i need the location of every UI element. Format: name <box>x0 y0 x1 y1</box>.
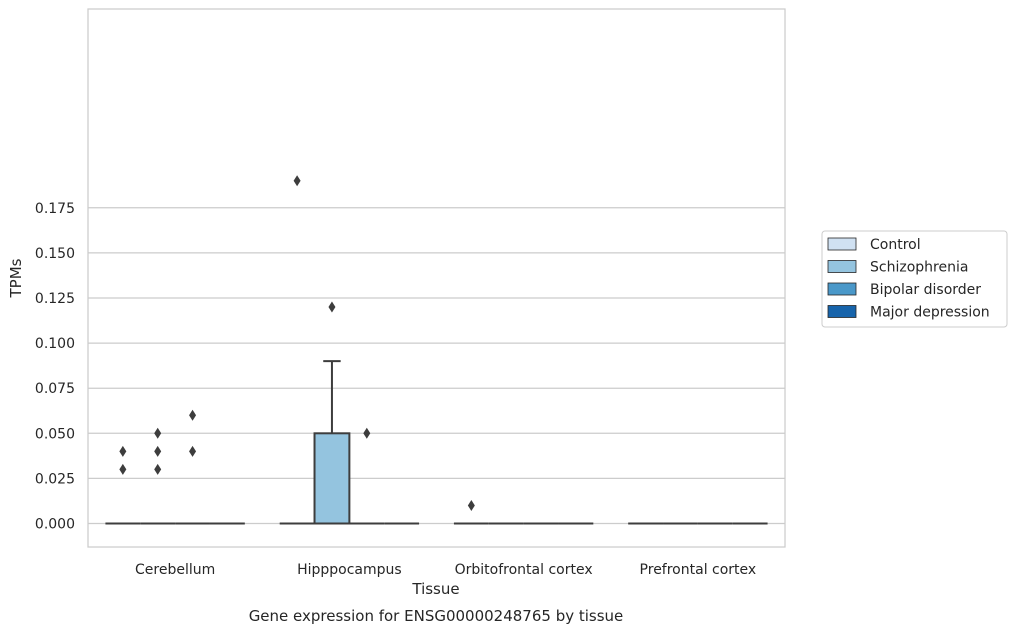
legend-swatch <box>827 237 857 251</box>
x-tick-label: Orbitofrontal cortex <box>455 562 593 578</box>
outlier-point <box>363 427 371 439</box>
x-axis-label: Tissue <box>411 580 459 598</box>
y-tick-label: 0.175 <box>35 201 75 217</box>
x-tick-label: Cerebellum <box>135 562 215 578</box>
x-tick-label: Hipppocampus <box>297 562 402 578</box>
y-tick-label: 0.025 <box>35 471 75 487</box>
box-series <box>105 175 768 525</box>
y-tick-label: 0.150 <box>35 246 75 262</box>
outlier-point <box>154 445 162 457</box>
legend: Control Schizophrenia Bipolar disorder Majo… <box>821 230 1008 328</box>
legend-label: Major depression <box>870 305 990 321</box>
outlier-point <box>189 409 197 421</box>
legend-swatch <box>827 305 857 318</box>
y-axis-label: TPMs <box>7 258 25 298</box>
y-tick-label: 0.050 <box>35 426 75 442</box>
outlier-point <box>467 499 475 511</box>
box-group <box>279 175 315 525</box>
box-group <box>105 445 141 525</box>
box-iqr <box>313 432 351 525</box>
y-tick-label: 0.125 <box>35 291 75 307</box>
legend-label: Bipolar disorder <box>870 282 981 298</box>
legend-swatch <box>827 260 857 273</box>
outlier-point <box>328 301 336 313</box>
legend-label: Schizophrenia <box>870 260 968 276</box>
box-group <box>349 427 385 525</box>
box-group <box>175 409 210 525</box>
legend-label: Control <box>870 237 921 253</box>
y-tick-label: 0.075 <box>35 381 75 397</box>
box-group <box>140 427 176 525</box>
y-tick-label: 0.100 <box>35 336 75 352</box>
outlier-point <box>119 445 127 457</box>
y-axis-ticks: 0.000 0.025 0.050 0.075 0.100 0.125 0.150 0.175 <box>35 201 75 533</box>
outlier-point <box>119 463 127 475</box>
outlier-point <box>154 427 162 439</box>
gridlines <box>88 207 785 525</box>
plot-area-frame <box>87 8 786 548</box>
chart-title: Gene expression for ENSG00000248765 by t… <box>249 607 624 625</box>
box-group <box>453 499 489 525</box>
box-group <box>313 301 351 525</box>
legend-swatch <box>827 282 857 296</box>
outlier-point <box>293 175 301 187</box>
x-tick-label: Prefrontal cortex <box>640 562 757 578</box>
outlier-point <box>154 463 162 475</box>
x-axis-ticks: Cerebellum Hipppocampus Orbitofrontal cort… <box>135 562 756 578</box>
y-tick-label: 0.000 <box>35 517 75 533</box>
outlier-point <box>189 445 197 457</box>
legend-frame <box>821 230 1008 328</box>
